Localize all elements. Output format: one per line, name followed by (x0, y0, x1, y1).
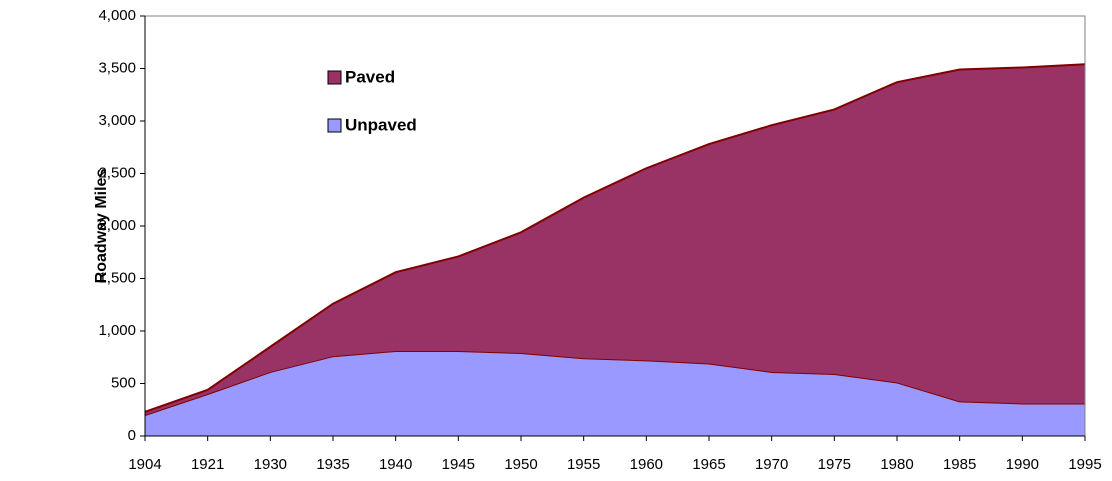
x-tick-label: 1985 (943, 456, 976, 473)
x-tick-label: 1955 (567, 456, 600, 473)
x-tick-label: 1950 (504, 456, 537, 473)
area (145, 350, 1085, 436)
legend-swatch (327, 70, 342, 85)
y-tick-label: 1,500 (98, 269, 136, 286)
y-axis-label: Roadway Miles (93, 169, 110, 284)
y-tick-label: 3,000 (98, 112, 136, 129)
y-tick-label: 500 (111, 374, 136, 391)
x-tick-label: 1975 (818, 456, 851, 473)
x-tick-label: 1904 (128, 456, 161, 473)
y-tick-label: 2,500 (98, 164, 136, 181)
x-tick-label: 1935 (316, 456, 349, 473)
x-tick-label: 1970 (755, 456, 788, 473)
y-tick-label: 1,000 (98, 322, 136, 339)
y-tick-label: 0 (128, 427, 136, 444)
legend-swatch (327, 118, 342, 133)
y-tick-label: 2,000 (98, 217, 136, 234)
area-edge (144, 63, 1086, 413)
x-tick-label: 1945 (442, 456, 475, 473)
x-tick-label: 1960 (630, 456, 663, 473)
legend-label: Unpaved (345, 115, 417, 134)
area (145, 64, 1085, 416)
x-tick-label: 1930 (254, 456, 287, 473)
y-tick-label: 4,000 (98, 7, 136, 24)
x-tick-label: 1965 (692, 456, 725, 473)
x-tick-label: 1980 (880, 456, 913, 473)
y-tick-label: 3,500 (98, 59, 136, 76)
x-tick-label: 1995 (1068, 456, 1101, 473)
x-tick-label: 1940 (379, 456, 412, 473)
x-tick-label: 1990 (1006, 456, 1039, 473)
legend-label: Paved (345, 67, 395, 86)
x-tick-label: 1921 (191, 456, 224, 473)
